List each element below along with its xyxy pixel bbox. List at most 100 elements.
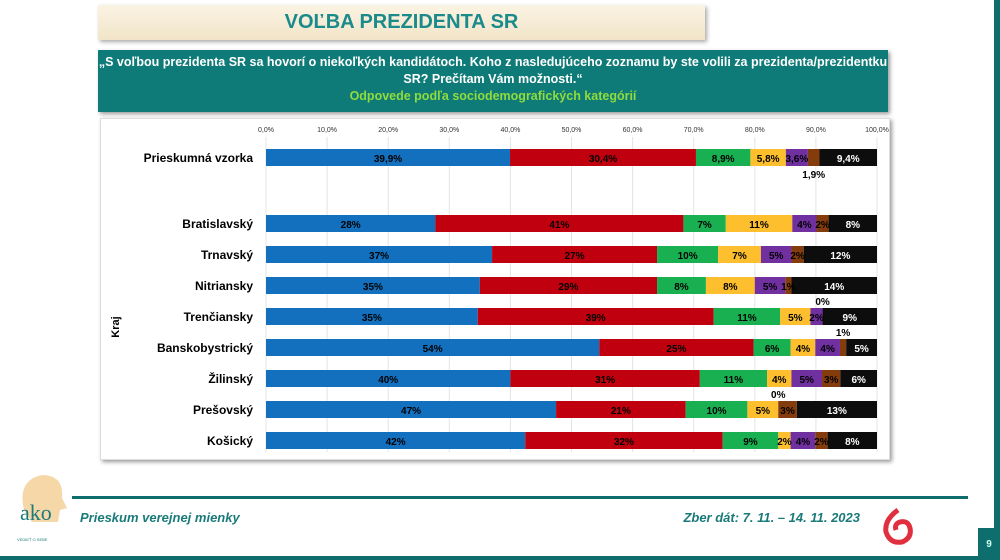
- bar-segment: [477, 308, 714, 325]
- bar-segment: [266, 215, 436, 232]
- x-tick-label: 30,0%: [439, 127, 459, 134]
- data-label: 37%: [369, 251, 389, 262]
- data-label: 4%: [796, 344, 811, 355]
- category-label: Bratislavský: [182, 217, 253, 231]
- data-label: 8%: [845, 437, 860, 448]
- data-label: 5%: [800, 375, 815, 386]
- data-label: 3,6%: [785, 154, 808, 165]
- svg-text:ako: ako: [20, 500, 52, 525]
- data-label: 31%: [595, 375, 615, 386]
- frame-bottom: [0, 556, 1000, 560]
- page-number: 9: [978, 528, 1000, 560]
- category-label: Trenčiansky: [184, 310, 254, 324]
- data-label: 6%: [851, 375, 866, 386]
- bar-segment: [791, 277, 877, 294]
- chart-box: 0,0% 10,0% 20,0% 30,0% 40,0% 50,0% 60,0% 70,0% 8…: [100, 118, 890, 460]
- x-tick-label: 50,0%: [562, 127, 582, 134]
- category-label: Trnavský: [201, 248, 253, 262]
- frame-right: [994, 0, 1000, 560]
- data-label: 42%: [386, 437, 406, 448]
- x-tick-label: 70,0%: [684, 127, 704, 134]
- data-label: 4%: [820, 344, 835, 355]
- bar-segment: [750, 149, 786, 166]
- bar-segment: [725, 215, 793, 232]
- bar-segment: [492, 246, 658, 263]
- data-label: 5,8%: [757, 154, 780, 165]
- logo-tagline: VEDIEŤ O SEBE: [17, 537, 48, 542]
- bar-segment: [791, 370, 823, 387]
- data-label: 11%: [724, 375, 744, 386]
- bar-segment: [753, 339, 791, 356]
- bar-segment: [479, 277, 658, 294]
- y-axis-label: Kraj: [110, 316, 122, 337]
- x-tick-label: 20,0%: [378, 127, 398, 134]
- bar-segment: [822, 370, 841, 387]
- bar-segment: [266, 277, 480, 294]
- bar-segment: [840, 370, 877, 387]
- data-label: 11%: [749, 220, 769, 231]
- data-label: 41%: [549, 220, 569, 231]
- bar-segment: [767, 370, 792, 387]
- bar-segment: [827, 432, 877, 449]
- question-subtitle: Odpovede podľa sociodemografických kateg…: [349, 89, 637, 103]
- x-tick-label: 100,0%: [865, 127, 889, 134]
- data-label: 2%: [777, 437, 792, 448]
- data-label: 39%: [586, 313, 606, 324]
- bar-segment: [790, 339, 816, 356]
- data-label: 4%: [796, 437, 811, 448]
- bar-segment: [718, 246, 761, 263]
- data-label: 32%: [614, 437, 634, 448]
- bar-segment: [266, 432, 526, 449]
- bar-segment: [778, 401, 797, 418]
- data-label: 2%: [814, 437, 829, 448]
- data-label: 10%: [678, 251, 698, 262]
- bar-segment: [599, 339, 754, 356]
- bar-segment: [839, 339, 847, 356]
- data-label: 1%: [836, 328, 851, 339]
- data-label: 35%: [363, 282, 383, 293]
- data-label: 0%: [771, 390, 786, 401]
- category-label: Nitriansky: [195, 279, 253, 293]
- x-tick-label: 0,0%: [258, 127, 274, 134]
- data-label: 2%: [790, 251, 805, 262]
- data-label: 5%: [788, 313, 803, 324]
- bar-segment: [754, 277, 786, 294]
- data-label: 5%: [854, 344, 869, 355]
- data-label: 9%: [843, 313, 858, 324]
- bar-segment: [713, 308, 781, 325]
- bar-segment: [525, 432, 723, 449]
- bar-segment: [815, 432, 828, 449]
- data-label: 5%: [756, 406, 771, 417]
- data-label: 9,4%: [837, 154, 860, 165]
- x-tick-label: 60,0%: [623, 127, 643, 134]
- data-label: 1,9%: [802, 170, 825, 181]
- data-label: 10%: [707, 406, 727, 417]
- data-label: 2%: [815, 220, 830, 231]
- data-label: 7%: [697, 220, 712, 231]
- bar-segment: [747, 401, 779, 418]
- data-label: 1%: [781, 282, 796, 293]
- bar-segment: [266, 246, 493, 263]
- data-label: 12%: [830, 251, 850, 262]
- data-label: 35%: [362, 313, 382, 324]
- bar-segment: [435, 215, 684, 232]
- data-label: 8%: [723, 282, 738, 293]
- data-label: 8%: [674, 282, 689, 293]
- bar-segment: [266, 308, 478, 325]
- data-label: 4%: [772, 375, 787, 386]
- category-label: Prešovský: [193, 403, 253, 417]
- bar-segment: [266, 339, 600, 356]
- data-label: 13%: [827, 406, 847, 417]
- bar-segment: [510, 149, 696, 166]
- bar-segment: [266, 149, 511, 166]
- bar-segment: [657, 246, 719, 263]
- footer-date: Zber dát: 7. 11. – 14. 11. 2023: [683, 510, 860, 525]
- data-label: 25%: [666, 344, 686, 355]
- bar-segment: [819, 149, 877, 166]
- bar-segment: [807, 149, 820, 166]
- data-label: 4%: [797, 220, 812, 231]
- bar-segment: [778, 432, 791, 449]
- bar-segment: [791, 246, 804, 263]
- bar-segment: [785, 149, 808, 166]
- bar-segment: [510, 370, 700, 387]
